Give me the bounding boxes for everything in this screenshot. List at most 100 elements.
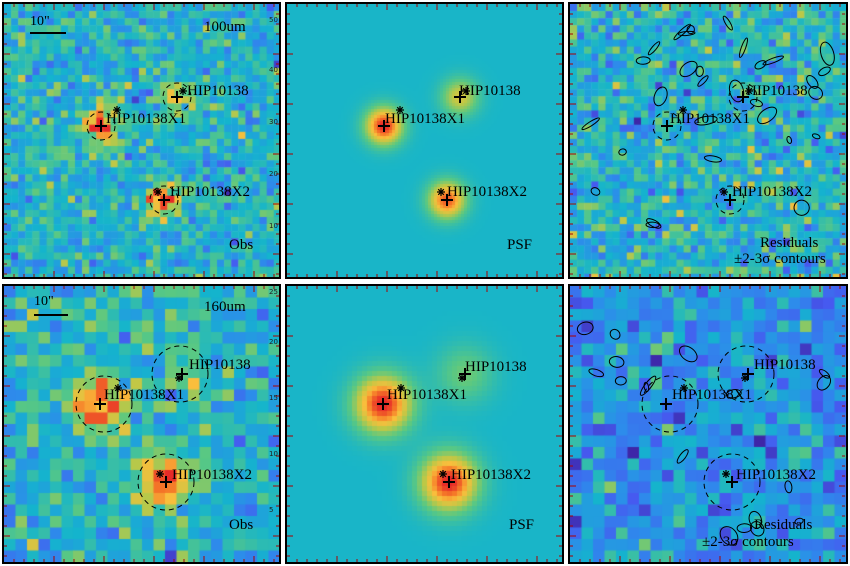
aperture-circle [149,185,179,215]
psf-overlay-160um [287,286,562,562]
obs-overlay-160um [4,286,279,562]
residuals-label: Residuals [754,517,813,533]
residual-contour [736,523,753,533]
source-label-hip10138x1: HIP10138X1 [104,387,185,403]
source-label-hip10138x1: HIP10138X1 [106,111,187,127]
residual-contour [686,24,695,35]
obs-panel-160um: 10" 160um HIP10138 HIP10138X1 HIP10138X2… [2,284,281,564]
residual-contour [645,221,660,229]
residual-contour [614,376,627,386]
residual-contour [653,86,668,107]
source-label-hip10138: HIP10138 [189,357,251,373]
source-plus-marker [661,120,673,132]
obs-label: Obs [229,237,254,253]
residual-image-160um [570,286,846,562]
obs-label: Obs [229,517,254,533]
residual-contour [590,187,601,196]
source-plus-marker [377,398,389,410]
aperture-circle [717,345,775,403]
residual-contour [794,517,804,525]
residual-contour [722,15,733,31]
residual-contour [786,136,793,144]
axis-tick: 10 [269,222,278,230]
residual-contour [676,449,689,464]
contours-label: ±2-3σ contours [702,534,794,550]
residual-overlay-100um [570,4,845,277]
source-label-hip10138x1: HIP10138X1 [672,387,753,403]
source-label-hip10138: HIP10138 [459,83,521,99]
source-plus-marker [443,476,455,488]
source-label-hip10138: HIP10138 [465,359,527,375]
catalog-star-marker [114,384,122,392]
source-plus-marker [454,91,466,103]
source-plus-marker [378,120,390,132]
axis-tick: 15 [269,394,278,402]
axis-tick: 40 [269,66,278,74]
catalog-star-marker [439,470,447,478]
obs-panel-100um: 10" 100um HIP10138 HIP10138X1 HIP10138X2… [2,2,281,279]
contours-label: ±2-3σ contours [734,251,826,267]
source-label-hip10138x2: HIP10138X2 [736,467,817,483]
scale-label: 10" [34,294,54,309]
residual-contour [784,480,793,494]
residual-image-100um [570,4,846,277]
source-plus-marker [160,476,172,488]
band-label: 160um [204,299,246,315]
aperture-circle [641,375,699,433]
catalog-star-marker [680,384,688,392]
axis-tick: 20 [269,338,278,346]
residual-contour [816,375,832,391]
residual-contour [646,218,662,229]
residual-contour [639,375,657,396]
catalog-star-marker [396,106,404,114]
scale-bar [34,314,68,316]
aperture-circle [652,111,682,141]
source-plus-marker [737,91,749,103]
aperture-circle [137,453,195,511]
residual-contour [608,356,625,368]
residual-contour [806,74,819,89]
catalog-star-marker [741,374,749,382]
residual-overlay-160um [570,286,845,562]
residual-contour [609,328,621,340]
source-plus-marker [171,91,183,103]
aperture-circle [715,185,745,215]
residual-contour [703,155,723,163]
catalog-star-marker [397,384,405,392]
psf-panel-160um: HIP10138 HIP10138X1 HIP10138X2 PSF [285,284,564,564]
catalog-star-marker [720,188,728,196]
catalog-star-marker [458,374,466,382]
source-label-hip10138x1: HIP10138X1 [670,111,751,127]
obs-image-160um [4,286,279,562]
aperture-circle [151,345,209,403]
catalog-star-marker [745,87,753,95]
residual-contour [750,521,765,537]
residual-contour [576,321,594,336]
residual-contour [588,368,605,378]
residual-contour [819,41,835,66]
obs-image-100um [4,4,279,277]
axis-tick: 20 [269,170,278,178]
scale-bar [30,32,66,34]
catalog-star-marker [462,87,470,95]
psf-image-100um [287,4,562,277]
psf-image-160um [287,286,562,562]
residual-contour [673,23,691,41]
residual-contour [725,389,742,399]
source-label-hip10138x2: HIP10138X2 [447,184,528,200]
residual-contour [679,60,698,78]
band-label: 100um [204,19,246,35]
residual-contour [811,133,821,140]
axis-tick: 25 [269,288,278,296]
residual-contour [635,56,651,65]
residuals-label: Residuals [760,235,819,251]
residual-contour [694,115,718,126]
source-plus-marker [660,398,672,410]
residual-contour [757,106,778,125]
residual-contour [749,98,763,108]
source-plus-marker [94,398,106,410]
source-label-hip10138x1: HIP10138X1 [387,387,468,403]
obs-overlay-100um [4,4,279,277]
residual-contour [618,148,627,156]
catalog-star-marker [175,374,183,382]
